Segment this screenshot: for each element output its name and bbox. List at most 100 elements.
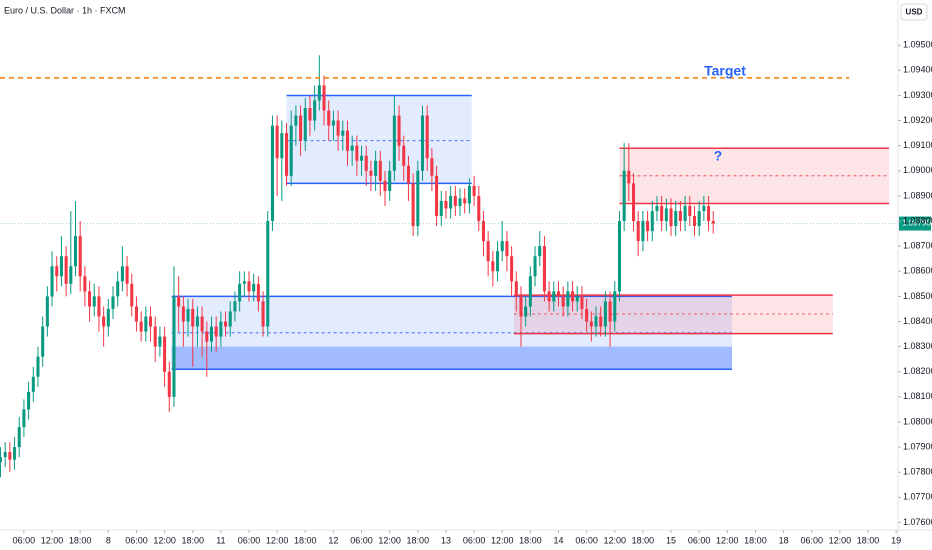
x-tick-label: 06:00 (238, 535, 261, 545)
x-tick-label: 14 (553, 535, 563, 545)
candle-body (252, 283, 256, 292)
candle-body (317, 85, 321, 101)
candle-body (299, 115, 303, 141)
y-tick-label: 1.09000 (903, 165, 932, 175)
zone (171, 296, 732, 370)
candle-body (561, 296, 565, 307)
candle-body (646, 221, 650, 232)
x-tick-label: 06:00 (13, 535, 36, 545)
candle-body (420, 115, 425, 171)
zone-band (171, 346, 732, 370)
candle-body (88, 291, 92, 307)
y-tick-label: 1.08900 (903, 190, 932, 200)
x-tick-label: 12:00 (829, 535, 852, 545)
candle-body (496, 251, 500, 272)
candle-body (453, 195, 457, 206)
candle-body (510, 256, 514, 282)
candle-body (514, 281, 518, 297)
candle-body (284, 133, 289, 176)
candle-body (589, 321, 593, 327)
x-tick-label: 12:00 (153, 535, 176, 545)
candle-body (3, 452, 7, 458)
candle-body (481, 221, 485, 242)
candle-body (627, 170, 631, 184)
candle-body (678, 210, 682, 222)
candle-body (477, 195, 481, 222)
last-price-box (899, 216, 931, 231)
x-tick-label: 18:00 (857, 535, 880, 545)
candle-body (73, 236, 78, 267)
candle-body (374, 160, 378, 176)
candle-body (247, 281, 251, 292)
candle-body (13, 447, 17, 460)
candle-body (55, 266, 59, 277)
candle-body (636, 221, 640, 242)
candle-body (500, 241, 504, 252)
candle-body (59, 256, 63, 277)
x-tick-label: 11 (216, 535, 225, 545)
candle-body (542, 246, 546, 292)
candle-body (45, 296, 49, 327)
x-tick-label: 12:00 (604, 535, 627, 545)
candle-body (463, 198, 467, 204)
candles (0, 55, 715, 478)
candle-body (571, 291, 575, 302)
candle-body (674, 210, 678, 227)
candle-body (650, 210, 654, 232)
y-tick-label: 1.07700 (903, 492, 932, 502)
candle-body (64, 256, 68, 284)
candle-body (31, 376, 35, 392)
candle-body (0, 457, 2, 463)
candle-body (406, 165, 410, 184)
currency[interactable]: USD (906, 8, 923, 17)
x-tick-label: 13 (441, 535, 451, 545)
x-tick-label: 12:00 (491, 535, 514, 545)
candle-body (556, 291, 561, 297)
candle-body (369, 170, 373, 176)
candle-body (435, 175, 439, 217)
candle-body (528, 276, 532, 307)
candle-body (364, 155, 368, 171)
candle-body (144, 316, 148, 332)
candle-body (83, 276, 87, 292)
candle-body (641, 221, 645, 242)
candle-body (669, 208, 673, 227)
candle-body (692, 216, 697, 227)
y-tick-label: 1.09500 (903, 40, 932, 50)
candle-body (486, 241, 490, 262)
candle-body (425, 115, 429, 159)
candle-body (158, 336, 162, 347)
candle-body (186, 308, 190, 322)
candle-body (130, 283, 134, 307)
candle-body (97, 296, 101, 317)
candle-body (697, 210, 701, 227)
candle-body (308, 108, 312, 121)
candle-body (270, 125, 274, 222)
candle-body (599, 316, 603, 327)
x-tick-label: 06:00 (350, 535, 373, 545)
candle-body (566, 291, 570, 307)
y-tick-label: 1.09300 (903, 90, 932, 100)
x-tick-label: 12:00 (378, 535, 401, 545)
candle-body (172, 296, 176, 397)
candle-body (275, 125, 279, 159)
candle-body (209, 326, 214, 342)
candle-body (617, 221, 621, 292)
currency-box[interactable] (900, 3, 928, 21)
x-tick-label: 18:00 (294, 535, 317, 545)
candle-body (350, 145, 354, 151)
candle-body (224, 321, 228, 327)
candle-body (289, 125, 293, 176)
candle-body (181, 306, 185, 322)
candle-body (336, 120, 340, 136)
x-tick-label: 06:00 (463, 535, 486, 545)
candle-body (219, 321, 223, 337)
candle-body (383, 180, 387, 191)
x-tick-label: 06:00 (688, 535, 711, 545)
candle-body (613, 291, 617, 322)
chart-title: Euro / U.S. Dollar · 1h · FXCM (4, 5, 126, 15)
